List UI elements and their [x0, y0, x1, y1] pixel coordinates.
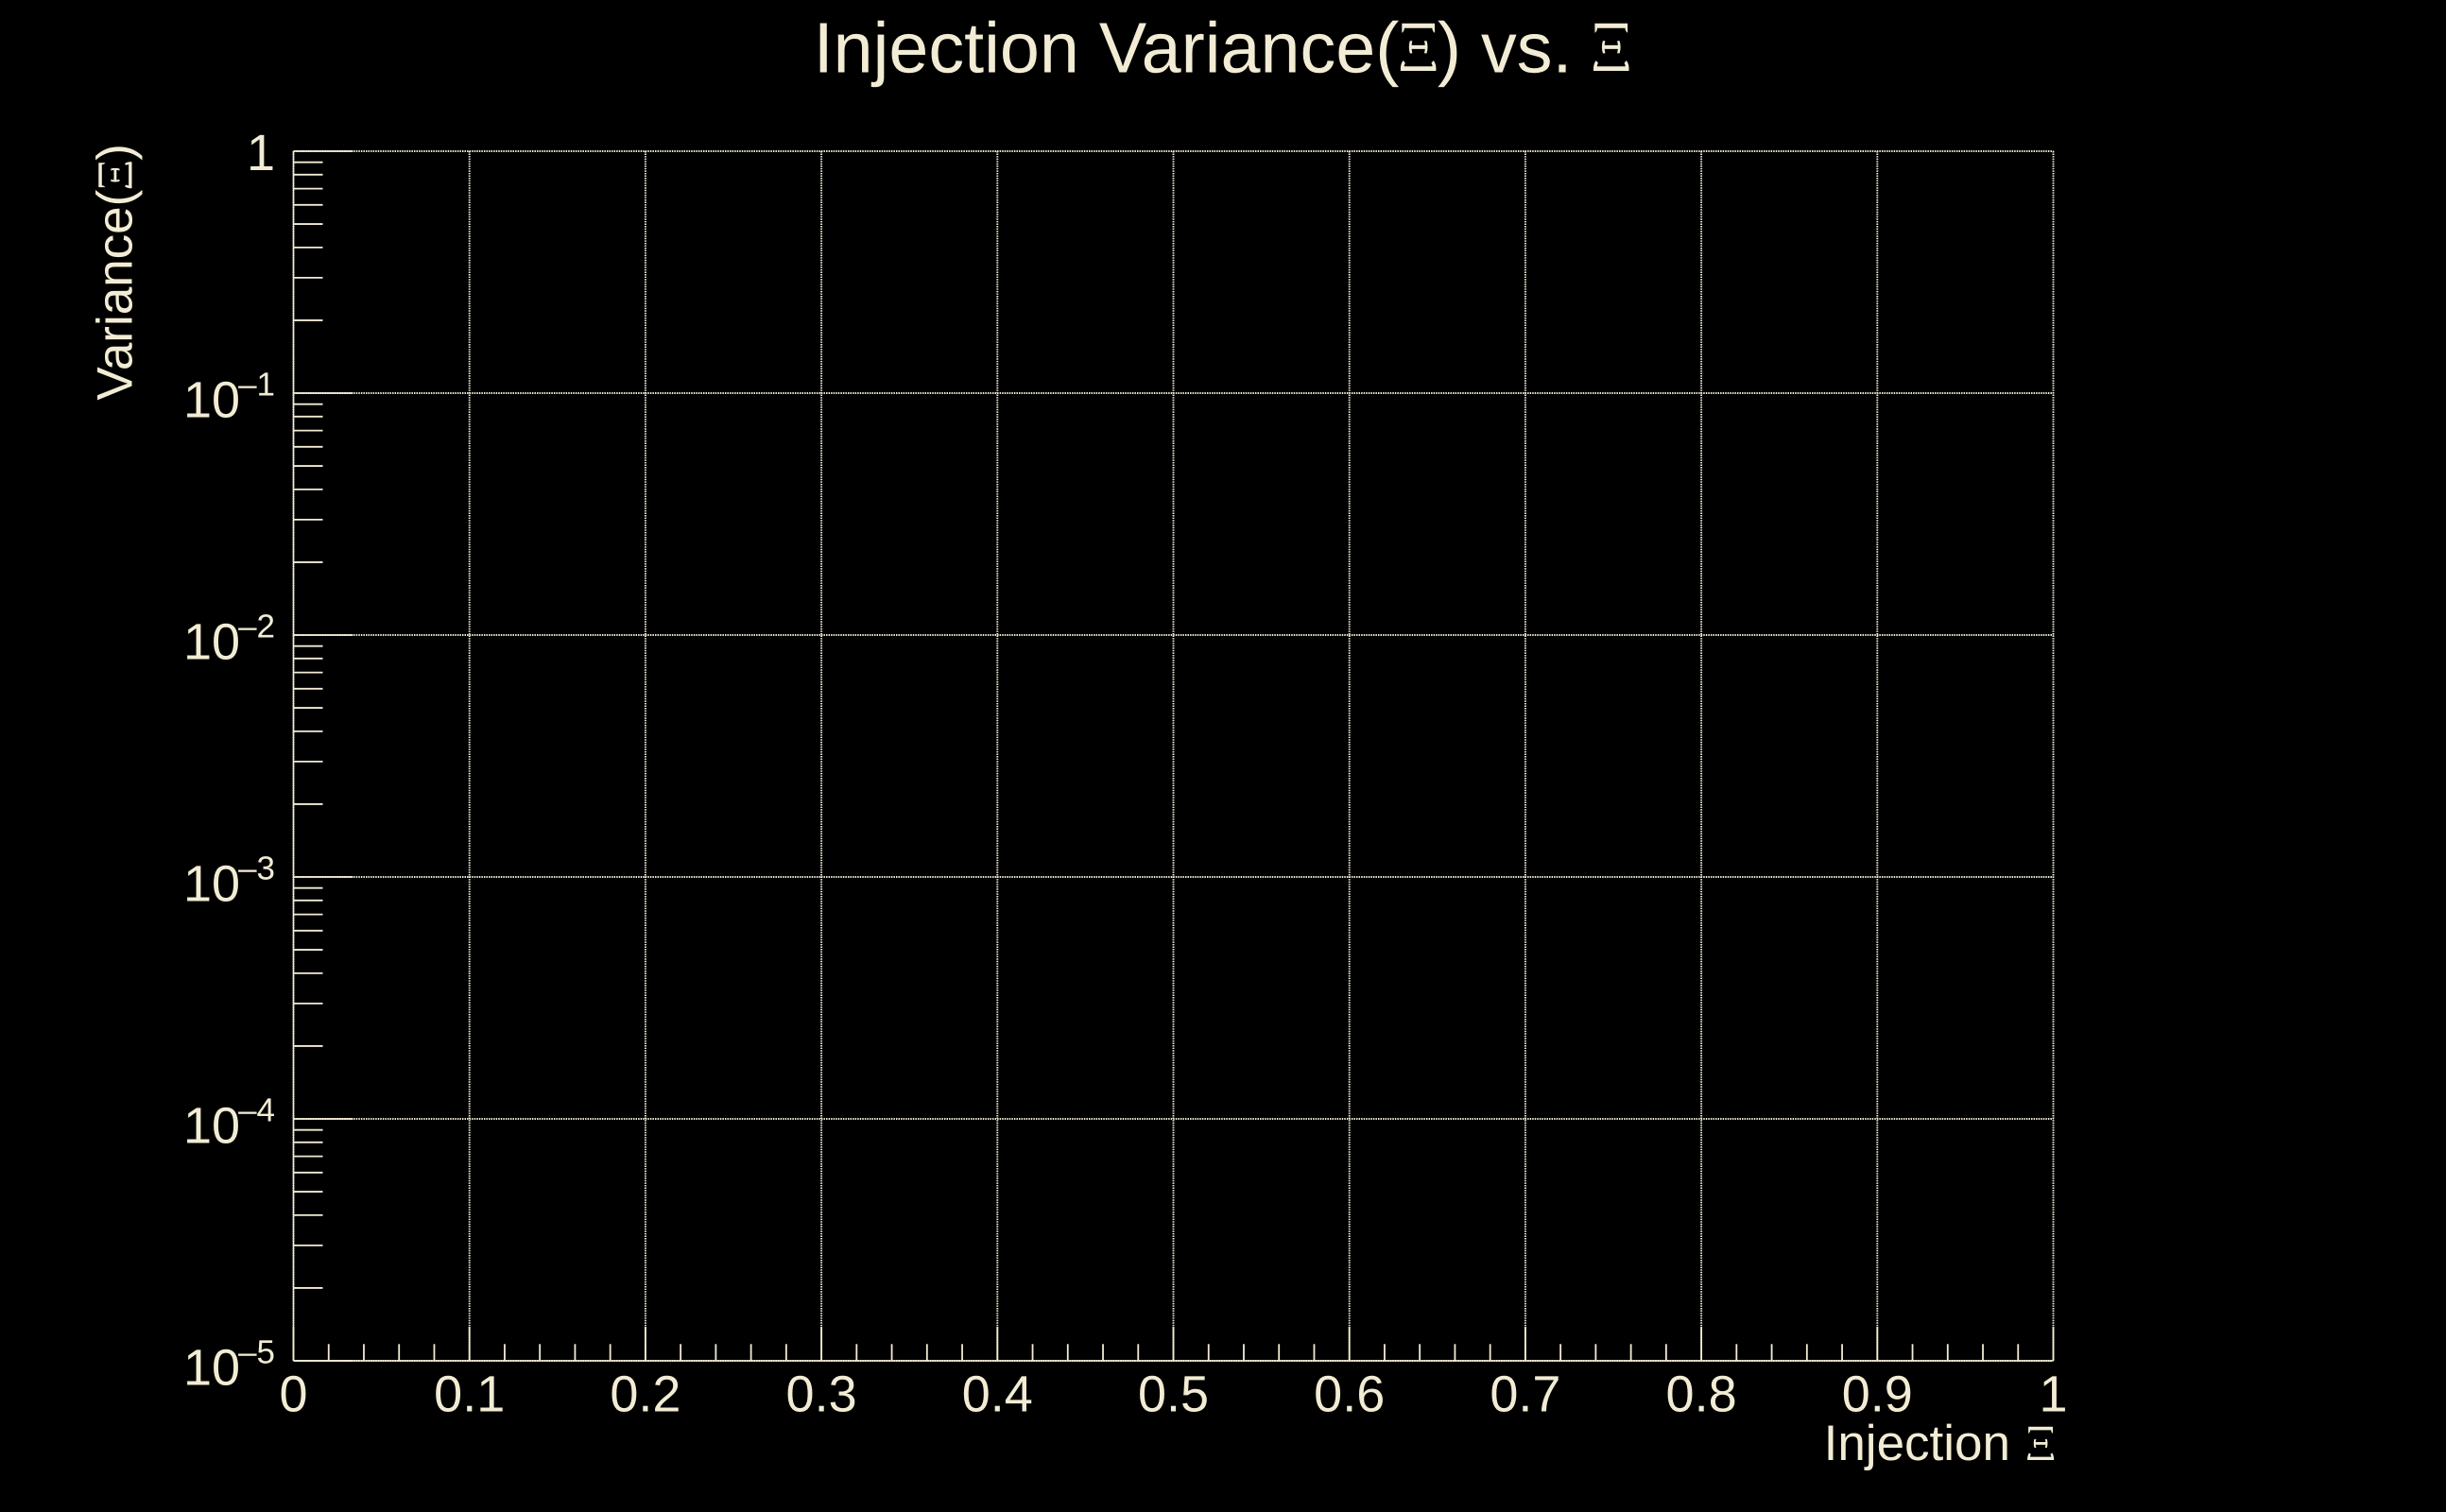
svg-text:10–2: 10–2	[183, 609, 275, 671]
svg-text:0.5: 0.5	[1138, 1366, 1209, 1423]
svg-text:): )	[88, 144, 144, 161]
svg-text:0.6: 0.6	[1314, 1366, 1385, 1423]
svg-text:0.7: 0.7	[1490, 1366, 1560, 1423]
svg-text:0.3: 0.3	[786, 1366, 857, 1423]
svg-text:0: 0	[279, 1366, 307, 1423]
svg-text:Injection Variance(: Injection Variance(	[814, 9, 1400, 88]
svg-text:) vs.: ) vs.	[1438, 9, 1573, 88]
svg-text:10–3: 10–3	[183, 850, 275, 913]
svg-text:1: 1	[247, 125, 275, 181]
svg-text:10–4: 10–4	[183, 1092, 275, 1155]
svg-text:10–5: 10–5	[183, 1334, 275, 1397]
svg-text:0.2: 0.2	[610, 1366, 680, 1423]
svg-text:10–1: 10–1	[183, 367, 275, 429]
svg-text:0.4: 0.4	[962, 1366, 1033, 1423]
svg-text:Injection: Injection	[1824, 1416, 2010, 1471]
svg-text:Variance(: Variance(	[88, 189, 144, 400]
svg-text:0.1: 0.1	[434, 1366, 505, 1423]
svg-text:1: 1	[2039, 1366, 2067, 1423]
svg-text:0.8: 0.8	[1666, 1366, 1737, 1423]
svg-text:0.9: 0.9	[1842, 1366, 1913, 1423]
